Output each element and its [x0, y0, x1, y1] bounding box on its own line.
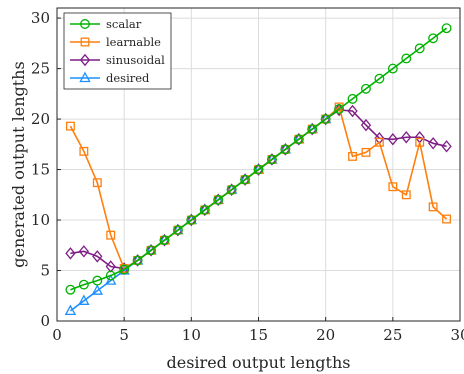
- data-point-scalar: [65, 284, 76, 295]
- x-tick-label: 25: [383, 326, 402, 344]
- y-tick-label: 30: [31, 9, 50, 27]
- data-point-scalar: [78, 279, 89, 290]
- data-point-scalar: [347, 93, 358, 104]
- data-point-scalar: [374, 73, 385, 84]
- data-point-scalar: [414, 43, 425, 54]
- legend-label: learnable: [106, 35, 161, 49]
- legend-marker: [80, 19, 90, 29]
- series-layer: [64, 23, 452, 316]
- data-point-scalar: [280, 144, 291, 155]
- data-point-scalar: [146, 245, 156, 256]
- data-point-learnable: [361, 147, 371, 157]
- data-point-scalar: [172, 225, 183, 236]
- data-point-scalar: [387, 63, 398, 74]
- tick-layer: 0 5 10 15 20 25 30 0 5 10 15 20 25 30: [31, 9, 464, 344]
- y-axis-label: generated output lengths: [9, 61, 28, 267]
- series-line-scalar: [70, 27, 448, 291]
- data-point-scalar: [293, 134, 304, 145]
- y-tick-label: 5: [40, 262, 50, 280]
- data-point-scalar: [253, 164, 264, 175]
- x-tick-label: 10: [182, 326, 201, 344]
- data-point-learnable: [428, 202, 438, 212]
- data-point-scalar: [119, 264, 130, 275]
- data-point-sinusoidal: [360, 118, 372, 132]
- data-point-scalar: [401, 53, 412, 64]
- data-point-scalar: [213, 194, 224, 205]
- data-point-sinusoidal: [441, 140, 452, 153]
- data-point-learnable: [106, 230, 116, 240]
- y-tick-label: 25: [31, 60, 50, 78]
- x-tick-label: 15: [249, 326, 268, 344]
- data-point-scalar: [199, 204, 210, 215]
- data-point-learnable: [401, 190, 411, 200]
- legend-item-desired: desired: [70, 71, 150, 85]
- legend-item-scalar: scalar: [70, 17, 142, 31]
- data-point-scalar: [159, 235, 170, 246]
- data-point-scalar: [226, 184, 237, 195]
- data-point-sinusoidal: [78, 245, 90, 258]
- data-point-scalar: [307, 124, 318, 135]
- data-point-learnable: [65, 121, 75, 131]
- data-point-scalar: [320, 114, 331, 125]
- data-point-learnable: [348, 151, 357, 161]
- y-tick-label: 15: [31, 161, 50, 179]
- data-point-scalar: [186, 215, 197, 225]
- x-tick-label: 0: [52, 326, 62, 344]
- series-scalar: [65, 23, 452, 295]
- legend-label: desired: [106, 71, 150, 85]
- data-point-sinusoidal: [387, 133, 398, 146]
- data-point-desired: [78, 294, 90, 305]
- data-point-desired: [64, 304, 77, 316]
- data-point-scalar: [334, 104, 345, 114]
- x-tick-label: 30: [450, 326, 464, 344]
- data-point-learnable: [374, 137, 384, 147]
- data-point-sinusoidal: [401, 131, 412, 144]
- legend-label: scalar: [106, 17, 142, 31]
- y-tick-label: 20: [31, 110, 50, 128]
- legend-marker: [80, 37, 90, 47]
- data-point-sinusoidal: [427, 137, 439, 150]
- data-point-learnable: [92, 178, 102, 188]
- data-point-scalar: [428, 33, 439, 44]
- x-tick-label: 20: [316, 326, 335, 344]
- data-point-scalar: [441, 23, 452, 34]
- legend: scalar learnable sinusoidal desired: [63, 12, 172, 90]
- data-point-scalar: [132, 255, 143, 266]
- data-point-sinusoidal: [65, 247, 76, 260]
- legend-label: sinusoidal: [106, 53, 165, 67]
- x-axis-label: desired output lengths: [167, 353, 351, 372]
- data-point-scalar: [240, 174, 251, 185]
- legend-box: [63, 12, 172, 90]
- data-point-desired: [91, 284, 103, 295]
- data-point-scalar: [105, 270, 116, 281]
- data-point-learnable: [388, 182, 398, 192]
- data-point-sinusoidal: [333, 103, 345, 117]
- data-point-sinusoidal: [92, 250, 103, 263]
- y-tick-label: 0: [40, 312, 50, 330]
- data-point-learnable: [442, 214, 452, 224]
- legend-item-learnable: learnable: [70, 35, 161, 49]
- legend-marker: [79, 53, 91, 67]
- data-point-scalar: [266, 154, 277, 165]
- data-point-learnable: [415, 137, 425, 147]
- y-tick-label: 10: [31, 211, 50, 229]
- data-point-learnable: [79, 146, 89, 156]
- data-point-sinusoidal: [347, 104, 358, 118]
- legend-item-sinusoidal: sinusoidal: [70, 53, 165, 67]
- data-point-scalar: [361, 83, 371, 94]
- x-tick-label: 5: [119, 326, 129, 344]
- data-point-scalar: [92, 275, 103, 286]
- legend-marker: [79, 71, 91, 83]
